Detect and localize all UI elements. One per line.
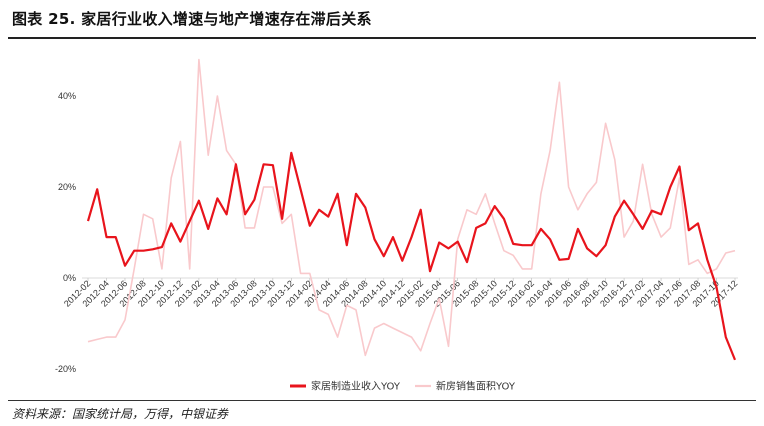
header-rule [8, 37, 756, 39]
legend-label: 家居制造业收入YOY [311, 380, 401, 393]
y-tick-label: -20% [55, 364, 76, 374]
x-axis-ticks: 2012-022012-042012-062012-082012-102012-… [62, 278, 739, 309]
y-axis-ticks: 40% 20% 0% -20% [55, 91, 76, 374]
y-tick-label: 40% [58, 91, 76, 101]
legend: 家居制造业收入YOY 新房销售面积YOY [290, 380, 516, 393]
y-tick-label: 0% [63, 273, 76, 283]
footer-rule [8, 400, 756, 401]
series-line-furniture-revenue [86, 151, 737, 361]
series-group [86, 58, 737, 361]
chart-title: 图表 25. 家居行业收入增速与地产增速存在滞后关系 [12, 10, 372, 28]
legend-label: 新房销售面积YOY [436, 380, 516, 393]
y-tick-label: 20% [58, 182, 76, 192]
series-line-housing-sales [87, 58, 736, 357]
source-note: 资料来源：国家统计局，万得，中银证券 [12, 407, 229, 421]
